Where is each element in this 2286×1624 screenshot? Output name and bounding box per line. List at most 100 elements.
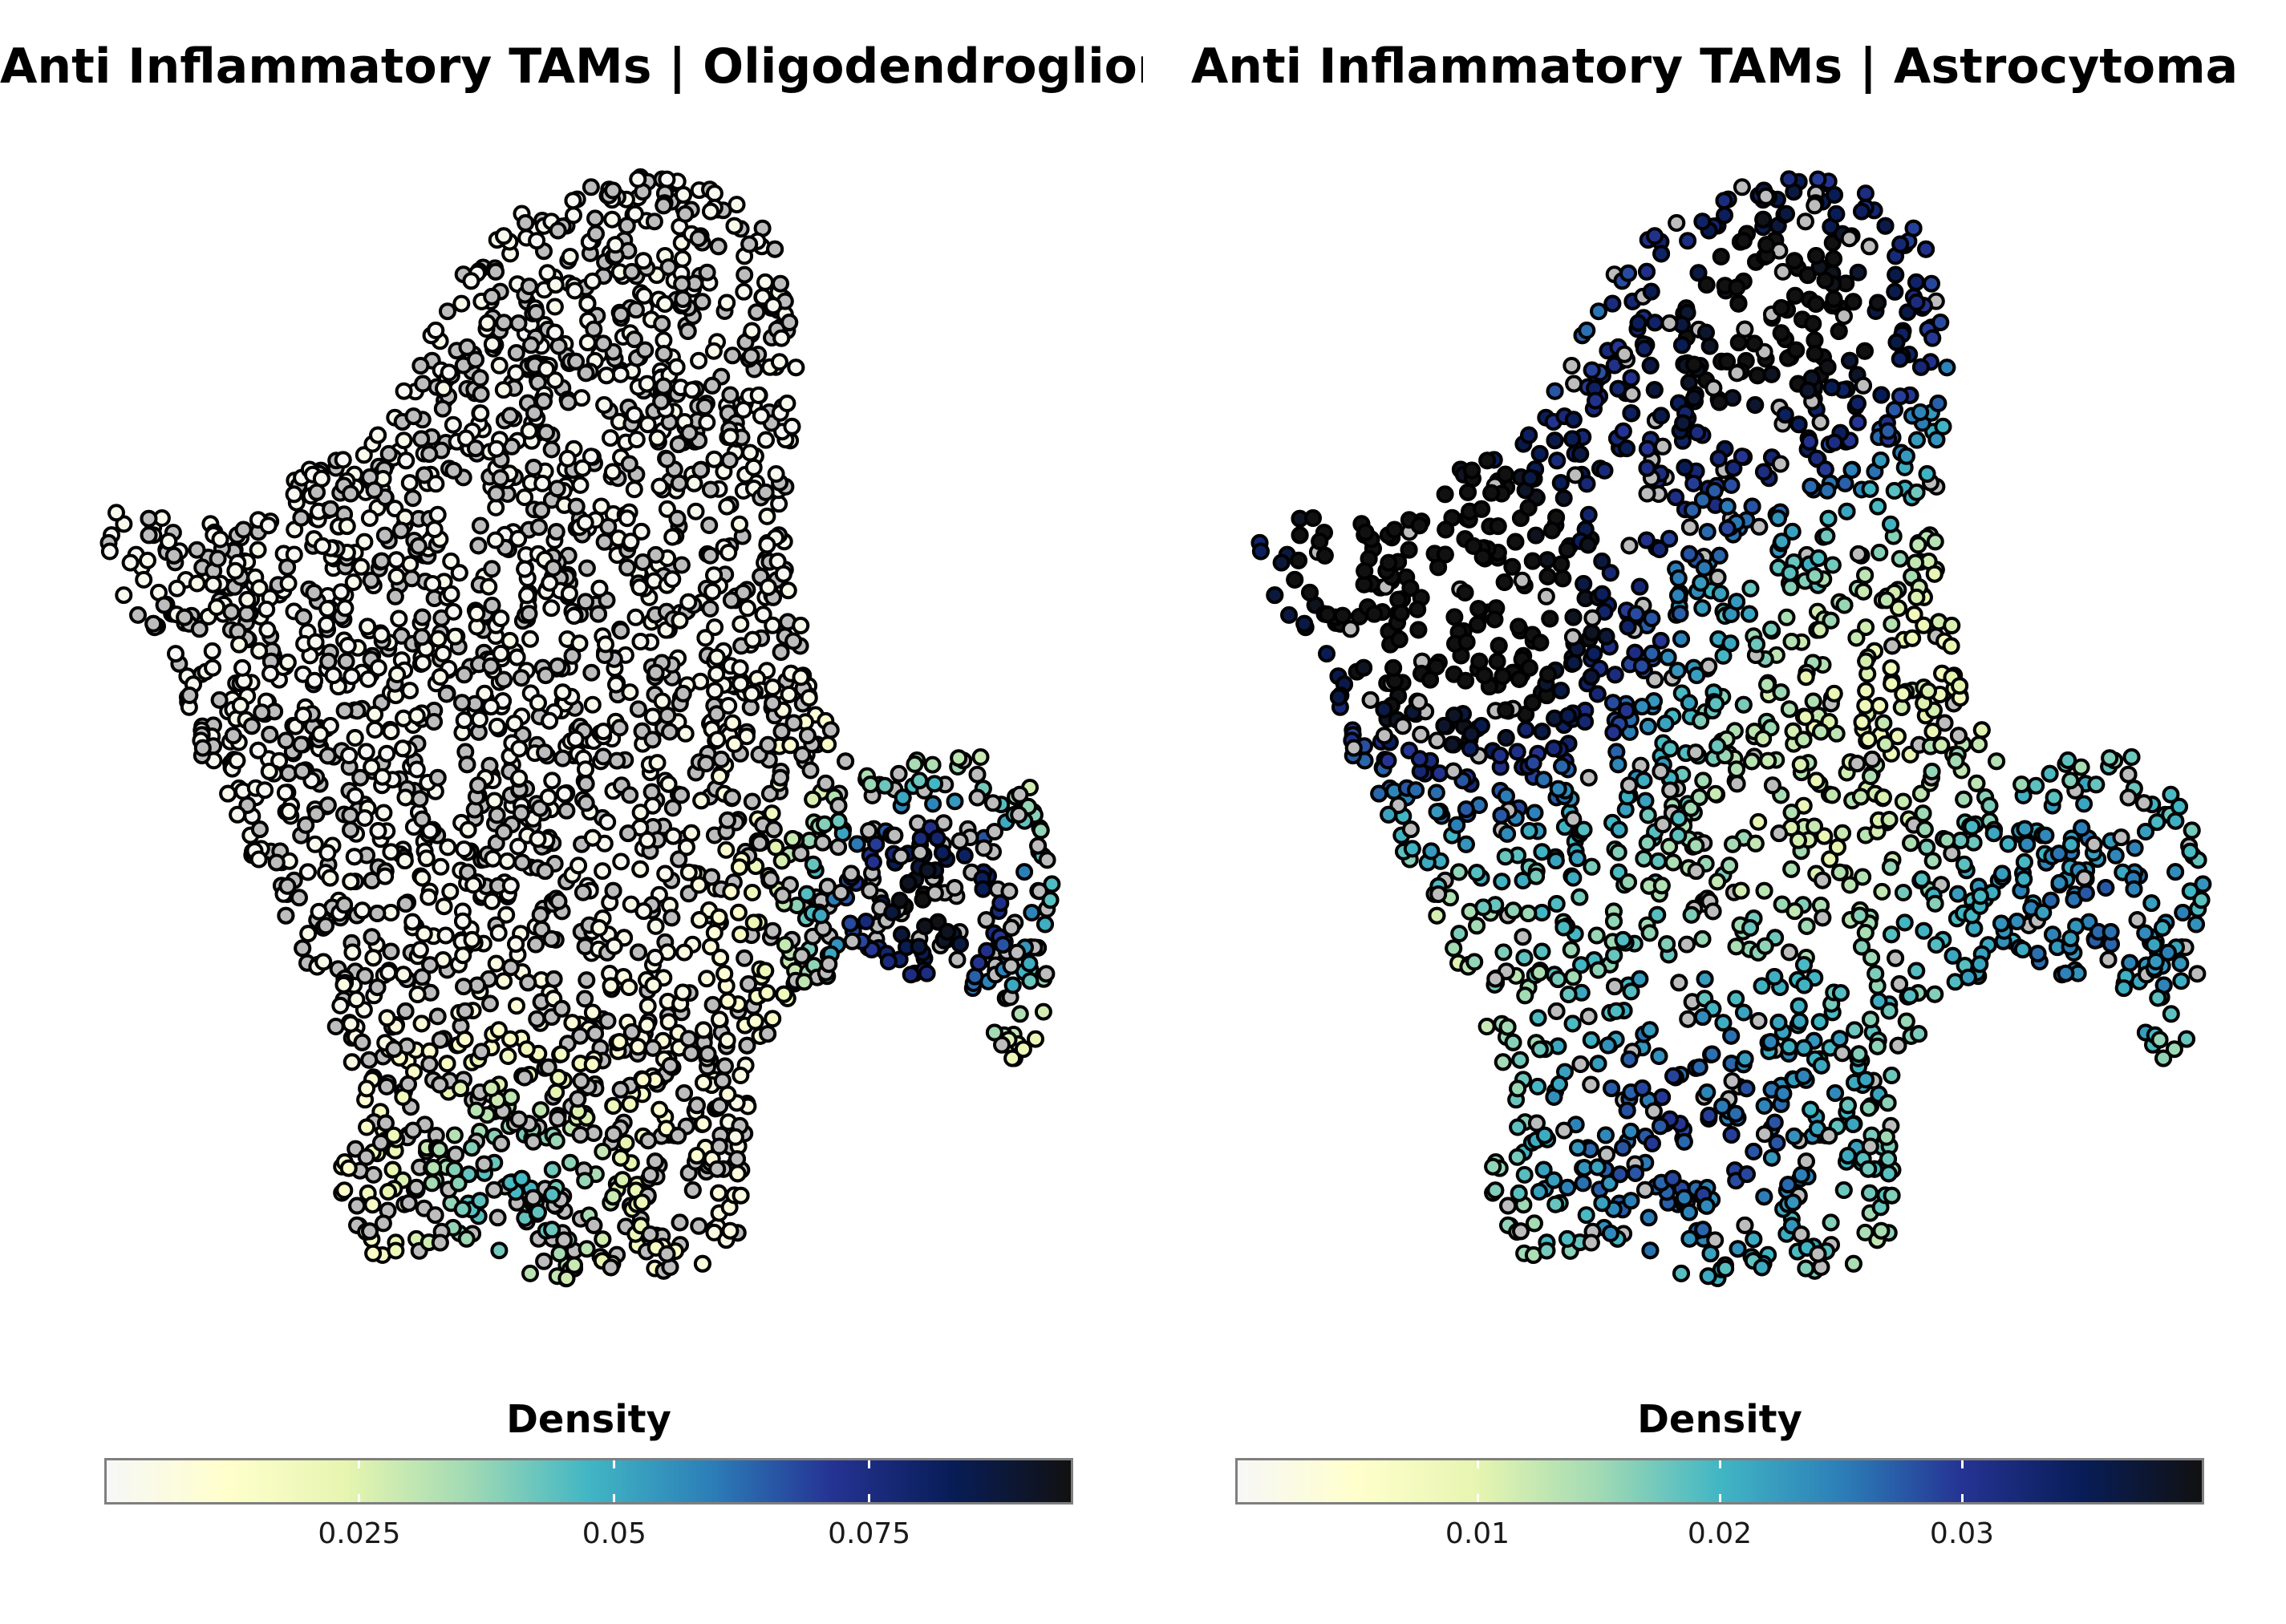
cell-point: [543, 1221, 561, 1239]
cell-point: [2075, 795, 2093, 813]
cell-point: [238, 590, 257, 609]
cell-point: [339, 1159, 358, 1177]
cell-point: [294, 608, 313, 626]
cell-point: [673, 275, 691, 294]
cell-point: [340, 747, 359, 764]
cell-point: [594, 1230, 612, 1249]
cell-point: [429, 630, 448, 648]
cell-point: [400, 474, 419, 492]
cell-point: [408, 986, 427, 1003]
cell-point: [167, 645, 184, 663]
cell-point: [378, 1077, 396, 1095]
cell-point: [608, 751, 626, 770]
cell-point: [821, 721, 840, 739]
cell-point: [759, 735, 777, 754]
cell-point: [471, 369, 489, 387]
cell-point: [565, 1256, 583, 1274]
cell-point: [1883, 615, 1901, 634]
cell-point: [351, 768, 370, 787]
cell-point: [705, 566, 723, 585]
cell-point: [718, 497, 736, 516]
cell-point: [738, 1036, 756, 1055]
cell-point: [718, 294, 736, 312]
cell-point: [697, 755, 715, 773]
cell-point: [537, 666, 555, 685]
cell-point: [744, 913, 763, 932]
cell-point: [950, 749, 968, 767]
cell-point: [595, 396, 614, 414]
cell-point: [457, 1229, 476, 1248]
cell-point: [764, 678, 782, 697]
cell-point: [602, 429, 619, 448]
cell-point: [798, 727, 817, 745]
cell-point: [661, 723, 679, 741]
cell-point: [463, 930, 481, 949]
cell-point: [421, 956, 440, 974]
cell-point: [462, 272, 480, 290]
cell-point: [531, 905, 549, 924]
cell-point: [387, 551, 406, 569]
cell-point: [1503, 557, 1522, 576]
colorbar-oligodendroglioma: [104, 1458, 1073, 1505]
cell-point: [652, 392, 671, 411]
cell-point: [545, 323, 564, 342]
cell-point: [784, 830, 802, 848]
cell-point: [483, 287, 501, 306]
cell-point: [1861, 1184, 1879, 1202]
cell-point: [413, 608, 432, 626]
cell-point: [529, 830, 547, 848]
cell-point: [632, 522, 651, 541]
cell-point: [2162, 1005, 2180, 1023]
cell-point: [495, 972, 513, 990]
cell-point: [415, 466, 433, 484]
cell-point: [359, 670, 378, 688]
cell-point: [679, 322, 697, 340]
cell-point: [510, 769, 529, 788]
cell-point: [534, 392, 553, 411]
cell-point: [360, 1051, 379, 1069]
cell-point: [428, 768, 447, 787]
cell-point: [1773, 262, 1792, 281]
cell-point: [711, 1010, 728, 1029]
cell-point: [583, 828, 602, 847]
cell-point: [1891, 549, 1909, 568]
cell-point: [618, 509, 636, 528]
cell-point: [719, 544, 738, 561]
cell-point: [335, 896, 354, 914]
cell-point: [318, 844, 337, 862]
cell-point: [702, 202, 719, 221]
cell-point: [752, 407, 770, 425]
cell-point: [537, 423, 556, 442]
cell-point: [543, 1185, 561, 1204]
cell-point: [395, 431, 413, 450]
cell-point: [342, 667, 361, 686]
cell-point: [365, 481, 383, 500]
cell-point: [675, 1084, 693, 1102]
cell-point: [646, 949, 664, 966]
cell-point: [403, 489, 422, 508]
cell-point: [357, 743, 375, 761]
cell-point: [1023, 904, 1041, 921]
cell-point: [253, 703, 271, 722]
cell-point: [513, 1169, 531, 1188]
cell-point: [804, 790, 822, 808]
cell-point: [242, 717, 261, 735]
cell-point: [719, 992, 737, 1010]
cell-point: [338, 517, 356, 536]
cell-point: [489, 1021, 508, 1039]
cell-point: [557, 1270, 576, 1287]
cell-point: [512, 804, 530, 822]
cell-point: [135, 570, 153, 589]
cell-point: [508, 648, 526, 666]
cell-point: [1011, 1005, 1029, 1023]
cell-point: [619, 824, 638, 843]
cell-point: [379, 444, 398, 463]
cell-point: [107, 504, 125, 522]
cell-point: [775, 985, 793, 1003]
cell-point: [677, 838, 695, 857]
cell-point: [516, 488, 534, 507]
cell-point: [366, 705, 384, 723]
cell-point: [1722, 476, 1741, 494]
cell-point: [399, 1075, 417, 1093]
cell-point: [711, 767, 729, 785]
